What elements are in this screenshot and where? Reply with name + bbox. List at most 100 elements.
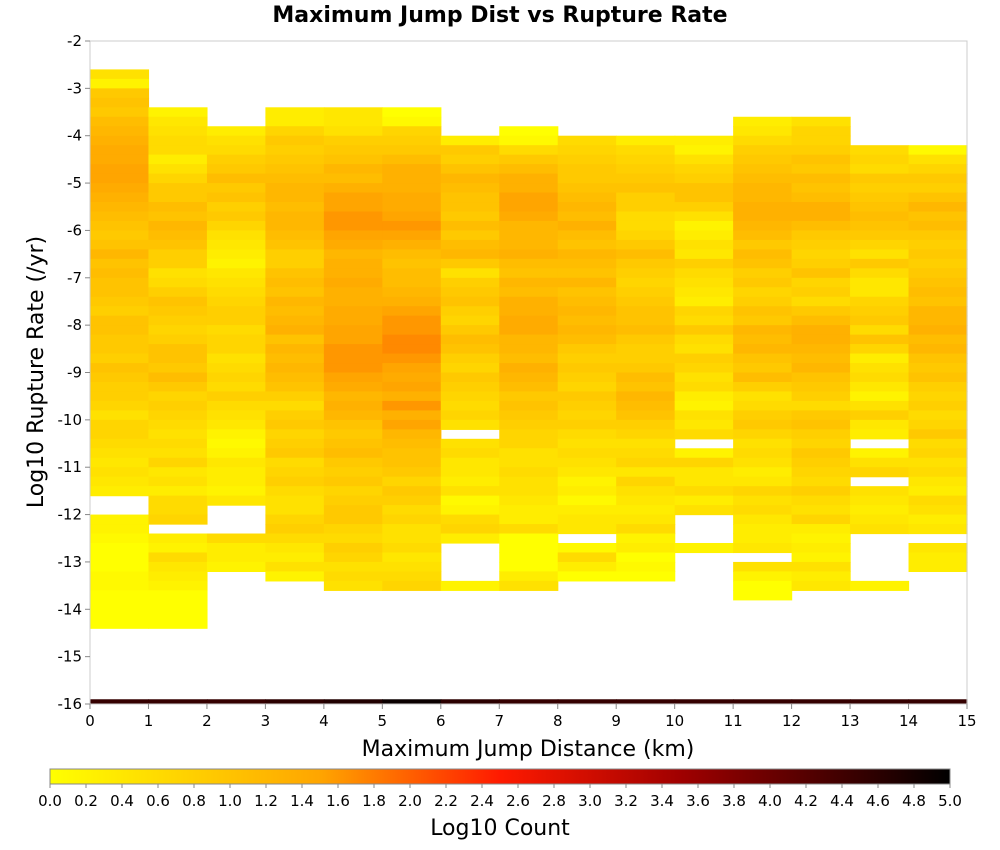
heatmap-cell bbox=[674, 476, 734, 487]
heatmap-cell bbox=[616, 306, 676, 317]
heatmap-cell bbox=[499, 400, 559, 411]
heatmap-cell bbox=[148, 277, 208, 288]
heatmap-cell bbox=[206, 391, 266, 402]
heatmap-cell bbox=[148, 391, 208, 402]
heatmap-cell bbox=[90, 533, 150, 544]
heatmap-cell bbox=[440, 495, 500, 506]
heatmap-cell bbox=[440, 438, 500, 449]
heatmap-cell bbox=[499, 514, 559, 525]
heatmap-cell bbox=[674, 400, 734, 411]
heatmap-cell bbox=[148, 230, 208, 241]
heatmap-cell bbox=[733, 372, 793, 383]
heatmap-cell bbox=[791, 363, 851, 374]
heatmap-cell bbox=[499, 467, 559, 478]
heatmap-cell bbox=[616, 400, 676, 411]
heatmap-cell bbox=[908, 211, 968, 222]
heatmap-cell bbox=[674, 306, 734, 317]
heatmap-cell bbox=[90, 145, 150, 156]
heatmap-cell bbox=[850, 372, 910, 383]
heatmap-cell bbox=[908, 344, 968, 355]
heatmap-cell bbox=[616, 495, 676, 506]
heatmap-cell bbox=[323, 419, 383, 430]
heatmap-cell bbox=[323, 296, 383, 307]
heatmap-cell bbox=[382, 306, 442, 317]
heatmap-cell bbox=[908, 353, 968, 364]
heatmap-cell bbox=[908, 334, 968, 345]
heatmap-cell bbox=[382, 410, 442, 421]
heatmap-cell bbox=[674, 372, 734, 383]
y-tick-label: -10 bbox=[58, 411, 83, 429]
heatmap-cell bbox=[90, 230, 150, 241]
heatmap-cell bbox=[440, 173, 500, 184]
heatmap-cell bbox=[733, 239, 793, 250]
heatmap-cell bbox=[382, 505, 442, 516]
heatmap-cell bbox=[557, 524, 617, 535]
heatmap-cell bbox=[499, 202, 559, 213]
heatmap-cell bbox=[616, 391, 676, 402]
heatmap-cell bbox=[265, 571, 325, 582]
heatmap-cell bbox=[148, 126, 208, 137]
heatmap-cell bbox=[908, 448, 968, 459]
heatmap-cell bbox=[440, 211, 500, 222]
heatmap-cell bbox=[265, 296, 325, 307]
heatmap-cell bbox=[908, 391, 968, 402]
heatmap-cell bbox=[499, 135, 559, 146]
heatmap-cell bbox=[323, 192, 383, 203]
heatmap-cell bbox=[265, 381, 325, 393]
heatmap-cell bbox=[733, 580, 793, 591]
x-tick-label: 11 bbox=[724, 712, 743, 730]
heatmap-cell bbox=[674, 363, 734, 374]
heatmap-cell bbox=[90, 88, 150, 99]
heatmap-cell bbox=[850, 325, 910, 336]
heatmap-cell bbox=[557, 552, 617, 563]
heatmap-cell bbox=[616, 486, 676, 497]
heatmap-cell bbox=[674, 202, 734, 213]
heatmap-cell bbox=[499, 230, 559, 241]
colorbar-tick-label: 1.6 bbox=[326, 792, 350, 810]
heatmap-cell bbox=[733, 419, 793, 430]
heatmap-cell bbox=[557, 505, 617, 516]
heatmap-cell bbox=[148, 116, 208, 127]
heatmap-cell bbox=[90, 183, 150, 194]
heatmap-cell bbox=[206, 230, 266, 241]
heatmap-cell bbox=[382, 514, 442, 525]
heatmap-cell bbox=[616, 249, 676, 260]
heatmap-cell bbox=[616, 277, 676, 288]
heatmap-cell bbox=[90, 296, 150, 307]
y-tick-label: -13 bbox=[58, 553, 83, 571]
heatmap-cell bbox=[733, 542, 793, 554]
heatmap-cell bbox=[90, 524, 150, 535]
heatmap-cell bbox=[382, 258, 442, 269]
heatmap-cell bbox=[791, 325, 851, 336]
heatmap-cell bbox=[616, 552, 676, 563]
heatmap-cell bbox=[499, 173, 559, 184]
heatmap-cell bbox=[616, 296, 676, 307]
heatmap-cell bbox=[499, 580, 559, 591]
x-tick-label: 6 bbox=[436, 712, 446, 730]
heatmap-cell bbox=[908, 495, 968, 506]
heatmap-cell bbox=[90, 277, 150, 288]
heatmap-cell bbox=[733, 590, 793, 601]
heatmap-cell bbox=[382, 533, 442, 544]
heatmap-cell bbox=[265, 249, 325, 260]
heatmap-cell bbox=[616, 202, 676, 213]
heatmap-cell bbox=[557, 277, 617, 288]
heatmap-cell bbox=[265, 164, 325, 175]
heatmap-cell bbox=[148, 183, 208, 194]
heatmap-cell bbox=[616, 268, 676, 279]
heatmap-cell bbox=[733, 699, 793, 704]
heatmap-cell bbox=[733, 325, 793, 336]
heatmap-cell bbox=[499, 495, 559, 506]
heatmap-cell bbox=[323, 542, 383, 554]
heatmap-cell bbox=[265, 211, 325, 222]
heatmap-cell bbox=[908, 220, 968, 232]
heatmap-cell bbox=[616, 561, 676, 572]
heatmap-cell bbox=[850, 505, 910, 516]
heatmap-cell bbox=[674, 211, 734, 222]
heatmap-cell bbox=[206, 268, 266, 279]
heatmap-cell bbox=[557, 410, 617, 421]
heatmap-cell bbox=[206, 145, 266, 156]
heatmap-cell bbox=[674, 249, 734, 260]
heatmap-cell bbox=[850, 173, 910, 184]
heatmap-cell bbox=[616, 315, 676, 326]
